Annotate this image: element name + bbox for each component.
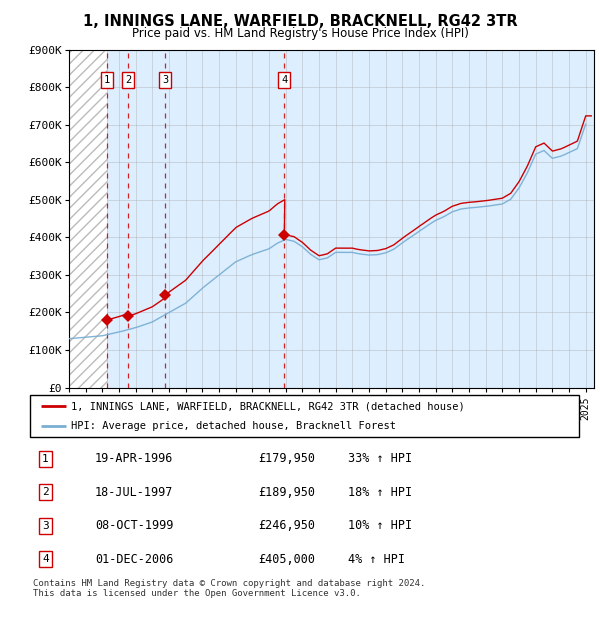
Text: 33% ↑ HPI: 33% ↑ HPI (349, 453, 413, 465)
Text: 1, INNINGS LANE, WARFIELD, BRACKNELL, RG42 3TR: 1, INNINGS LANE, WARFIELD, BRACKNELL, RG… (83, 14, 517, 29)
Text: 08-OCT-1999: 08-OCT-1999 (95, 520, 173, 532)
Bar (69, 50, 107, 388)
Text: 19-APR-1996: 19-APR-1996 (95, 453, 173, 465)
Text: 1: 1 (104, 74, 110, 85)
Text: 01-DEC-2006: 01-DEC-2006 (95, 553, 173, 565)
Text: 18-JUL-1997: 18-JUL-1997 (95, 486, 173, 498)
Text: 4% ↑ HPI: 4% ↑ HPI (349, 553, 406, 565)
Text: 18% ↑ HPI: 18% ↑ HPI (349, 486, 413, 498)
Text: Contains HM Land Registry data © Crown copyright and database right 2024.
This d: Contains HM Land Registry data © Crown c… (33, 579, 425, 598)
Text: 4: 4 (281, 74, 287, 85)
Text: 2: 2 (125, 74, 131, 85)
Text: £405,000: £405,000 (259, 553, 316, 565)
Text: 4: 4 (42, 554, 49, 564)
Text: 10% ↑ HPI: 10% ↑ HPI (349, 520, 413, 532)
Text: 3: 3 (42, 521, 49, 531)
Text: 1, INNINGS LANE, WARFIELD, BRACKNELL, RG42 3TR (detached house): 1, INNINGS LANE, WARFIELD, BRACKNELL, RG… (71, 401, 465, 411)
Text: Price paid vs. HM Land Registry's House Price Index (HPI): Price paid vs. HM Land Registry's House … (131, 27, 469, 40)
Text: £246,950: £246,950 (259, 520, 316, 532)
Text: £179,950: £179,950 (259, 453, 316, 465)
Text: £189,950: £189,950 (259, 486, 316, 498)
Text: 1: 1 (42, 454, 49, 464)
Text: 2: 2 (42, 487, 49, 497)
Text: 3: 3 (162, 74, 169, 85)
Text: HPI: Average price, detached house, Bracknell Forest: HPI: Average price, detached house, Brac… (71, 421, 396, 431)
Bar (107, 50, 594, 388)
